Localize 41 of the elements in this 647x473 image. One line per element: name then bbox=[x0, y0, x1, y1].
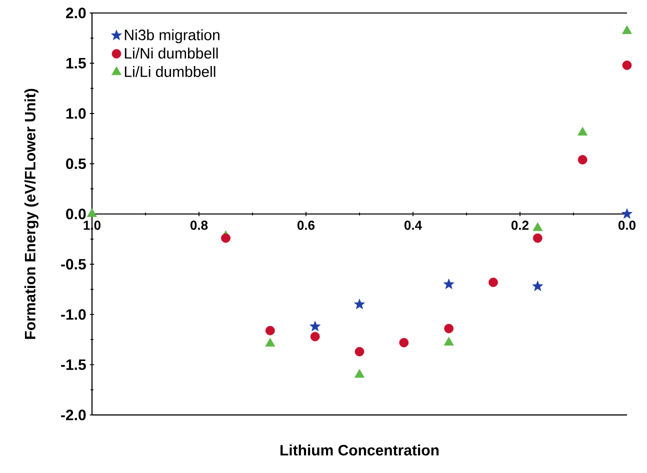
x-tick-label: 0.6 bbox=[297, 220, 315, 230]
point bbox=[578, 155, 588, 164]
point bbox=[310, 332, 320, 342]
x-tick-label: 0.4 bbox=[404, 220, 422, 230]
point bbox=[622, 60, 632, 70]
point bbox=[354, 369, 364, 378]
point bbox=[354, 298, 365, 310]
y-tick-label: 1.5 bbox=[66, 58, 86, 68]
point bbox=[622, 208, 632, 219]
y-tick-label: 0.0 bbox=[66, 208, 86, 220]
point bbox=[354, 346, 364, 356]
x-tick-label: 0.2 bbox=[511, 220, 529, 230]
y-tick-label: 0.5 bbox=[66, 158, 86, 170]
point bbox=[221, 233, 230, 243]
x-tick-label: 0.8 bbox=[190, 220, 208, 230]
point bbox=[578, 126, 588, 136]
y-tick-label: -0.5 bbox=[61, 258, 86, 270]
point bbox=[265, 326, 275, 336]
x-axis-title: Lithium Concentration bbox=[280, 444, 439, 456]
y-tick-label: -1.5 bbox=[61, 360, 86, 370]
y-axis-title: Formation Energy (eV/FLower Unit) bbox=[24, 88, 38, 339]
point bbox=[444, 324, 454, 334]
legend-label: Li/Li dumbbell bbox=[124, 66, 216, 78]
point bbox=[310, 320, 321, 332]
point bbox=[399, 338, 409, 348]
legend-label: Ni3b migration bbox=[124, 29, 220, 44]
point bbox=[87, 208, 97, 217]
point bbox=[622, 25, 632, 34]
y-tick-label: 1.0 bbox=[66, 108, 86, 119]
point bbox=[444, 336, 454, 346]
point bbox=[532, 233, 542, 243]
legend-label: Li/Ni dumbbell bbox=[124, 48, 218, 59]
point bbox=[443, 278, 454, 289]
y-tick-label: 2.0 bbox=[66, 8, 86, 18]
point bbox=[532, 222, 543, 232]
x-tick-label: 0.0 bbox=[618, 220, 636, 230]
point bbox=[532, 280, 544, 291]
y-tick-label: -2.0 bbox=[61, 410, 86, 420]
y-tick-label: -1.0 bbox=[61, 309, 86, 320]
point bbox=[488, 278, 498, 288]
point bbox=[265, 338, 276, 347]
